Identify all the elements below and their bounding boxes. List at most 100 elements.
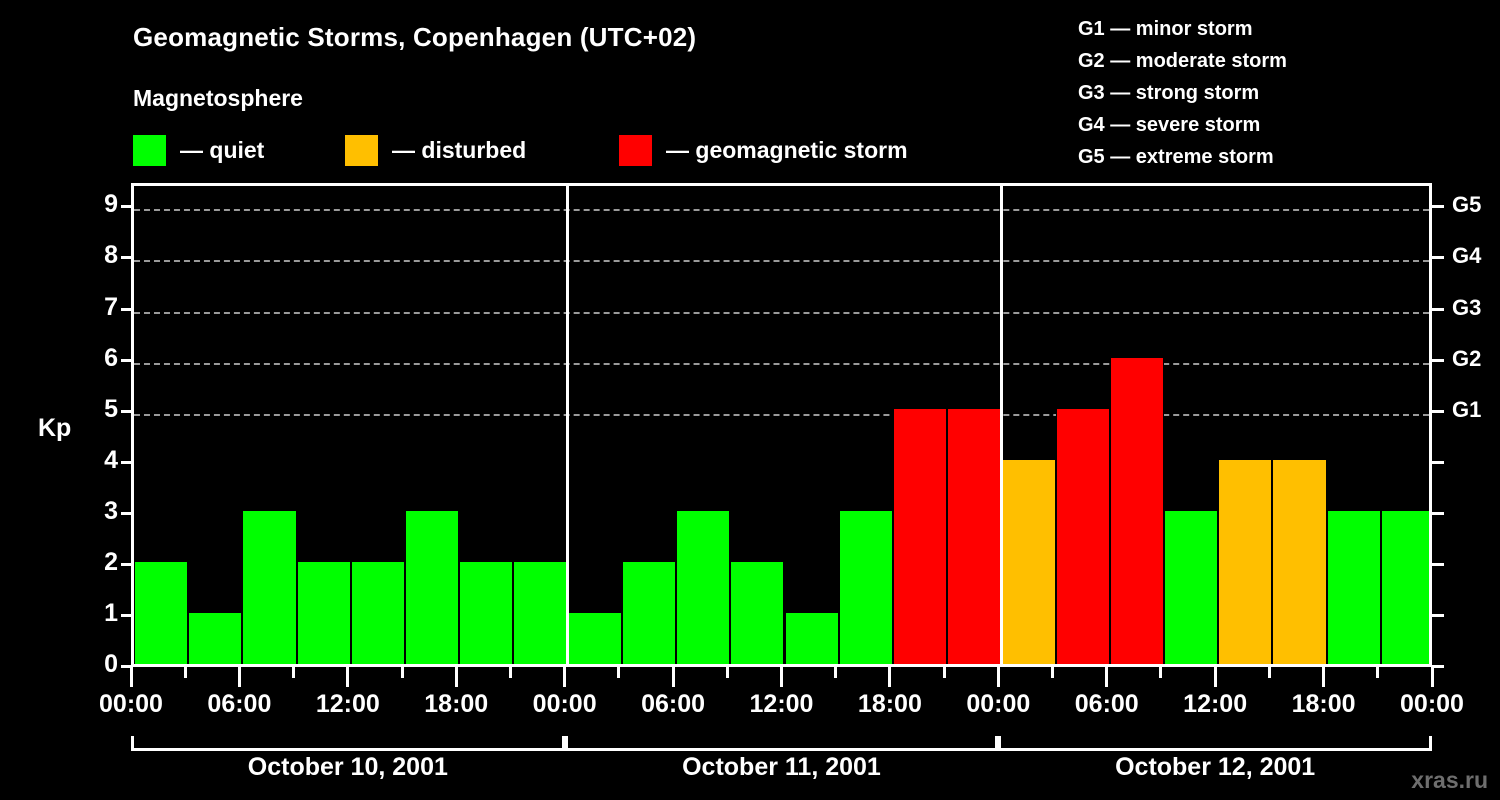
g-axis-tick-label-G2: G2	[1452, 345, 1482, 371]
y-axis-tick-label-3: 3	[104, 496, 118, 525]
x-axis-tick-label-11: 18:00	[1291, 690, 1356, 718]
x-axis-tick-19	[1159, 667, 1163, 678]
y-axis-tick-7	[121, 307, 131, 311]
y-axis-tick-label-9: 9	[104, 190, 118, 219]
watermark: xras.ru	[1411, 767, 1488, 793]
y-axis-right-tick-5	[1432, 409, 1444, 413]
x-axis-tick-11	[725, 667, 729, 678]
bar	[405, 510, 460, 664]
x-axis-tick-1	[183, 667, 187, 678]
day-separator-1	[566, 186, 570, 664]
x-axis-tick-label-2: 12:00	[315, 690, 380, 718]
y-axis-right-tick-2	[1432, 562, 1444, 566]
legend-swatch-storm	[619, 134, 652, 166]
x-axis-tick-22	[1322, 667, 1326, 687]
x-axis-tick-label-7: 18:00	[857, 690, 922, 718]
bar	[1001, 459, 1056, 664]
legend-swatch-quiet	[133, 134, 166, 166]
legend-label-quiet: — quiet	[180, 136, 265, 163]
date-bracket-2	[564, 736, 999, 751]
bar	[1272, 459, 1327, 664]
bar	[838, 510, 893, 664]
x-axis-tick-23	[1376, 667, 1380, 678]
x-axis-tick-20	[1213, 667, 1217, 687]
y-axis-right-tick-3	[1432, 511, 1444, 515]
x-axis-tick-3	[292, 667, 296, 678]
bar	[350, 561, 406, 664]
g-scale-legend-item-1: G1 — minor storm	[1078, 18, 1253, 40]
y-axis-tick-1	[121, 613, 131, 617]
bar	[242, 510, 297, 664]
y-axis-right-tick-4	[1432, 460, 1444, 464]
g-axis-tick-label-G1: G1	[1452, 396, 1482, 422]
bar	[1218, 459, 1273, 664]
bar	[567, 612, 622, 664]
x-axis-tick-4	[346, 667, 350, 687]
x-axis-tick-label-0: 00:00	[99, 690, 163, 718]
x-axis-tick-21	[1267, 667, 1271, 678]
x-axis-tick-12	[780, 667, 783, 687]
y-axis-right-tick-1	[1432, 613, 1444, 617]
x-axis-tick-17	[1051, 667, 1055, 678]
bar	[459, 561, 514, 664]
bar	[730, 561, 785, 664]
x-axis-tick-6	[454, 667, 458, 687]
x-axis-tick-label-8: 00:00	[966, 690, 1031, 718]
magnetosphere-section-label: Magnetosphere	[133, 85, 303, 111]
bar	[296, 561, 351, 664]
x-axis-tick-label-9: 06:00	[1074, 690, 1139, 718]
g-scale-legend: G1 — minor storm G2 — moderate storm G3 — …	[1078, 13, 1287, 173]
x-axis-tick-2	[237, 667, 241, 687]
gridline-kp-7	[134, 311, 1429, 314]
y-axis-tick-2	[121, 562, 131, 566]
x-axis-tick-9	[617, 667, 621, 678]
bar	[134, 561, 189, 664]
x-axis-tick-label-3: 18:00	[424, 690, 489, 718]
plot-area	[131, 183, 1432, 667]
bar	[188, 612, 243, 664]
x-axis-tick-5	[400, 667, 404, 678]
bar	[1109, 357, 1164, 664]
bar	[676, 510, 731, 664]
legend-label-disturbed: — disturbed	[392, 136, 527, 163]
x-axis-tick-label-5: 06:00	[641, 690, 706, 718]
y-axis-title: Kp	[38, 414, 72, 442]
bar	[1163, 510, 1219, 664]
page-title: Geomagnetic Storms, Copenhagen (UTC+02)	[133, 22, 697, 52]
y-axis-tick-6	[121, 358, 131, 362]
x-axis-tick-10	[671, 667, 675, 687]
bar	[892, 408, 948, 664]
y-axis-tick-label-4: 4	[104, 445, 118, 474]
x-axis-tick-13	[834, 667, 838, 678]
x-axis-tick-label-1: 06:00	[207, 690, 272, 718]
date-label-1: October 10, 2001	[247, 753, 448, 781]
g-axis-tick-label-G5: G5	[1452, 192, 1482, 218]
bar	[1326, 510, 1381, 664]
legend-entry-storm: — geomagnetic storm	[619, 133, 908, 167]
y-axis-right-tick-7	[1432, 307, 1444, 311]
g-scale-legend-item-2: G2 — moderate storm	[1078, 50, 1287, 72]
y-axis-tick-5	[121, 409, 131, 413]
gridline-kp-5	[134, 413, 1429, 416]
x-axis-tick-label-12: 00:00	[1400, 690, 1464, 718]
y-axis-tick-label-7: 7	[104, 292, 118, 321]
y-axis-tick-label-2: 2	[104, 547, 118, 576]
bar	[1380, 510, 1429, 664]
y-axis-tick-4	[121, 460, 131, 464]
y-axis-tick-label-6: 6	[104, 343, 118, 372]
bar	[784, 612, 839, 664]
y-axis-tick-label-0: 0	[104, 650, 118, 678]
y-axis-tick-label-8: 8	[104, 241, 118, 270]
date-label-2: October 11, 2001	[682, 753, 881, 781]
legend-entry-disturbed: — disturbed	[345, 133, 526, 167]
x-axis-tick-label-10: 12:00	[1183, 690, 1248, 718]
g-scale-legend-item-4: G4 — severe storm	[1078, 114, 1261, 136]
gridline-kp-6	[134, 362, 1429, 365]
x-axis-tick-15	[942, 667, 946, 678]
bar	[621, 561, 677, 664]
y-axis-right-tick-9	[1432, 205, 1444, 209]
y-axis-tick-9	[121, 205, 131, 209]
x-axis-tick-7	[508, 667, 512, 678]
gridline-kp-8	[134, 260, 1429, 263]
